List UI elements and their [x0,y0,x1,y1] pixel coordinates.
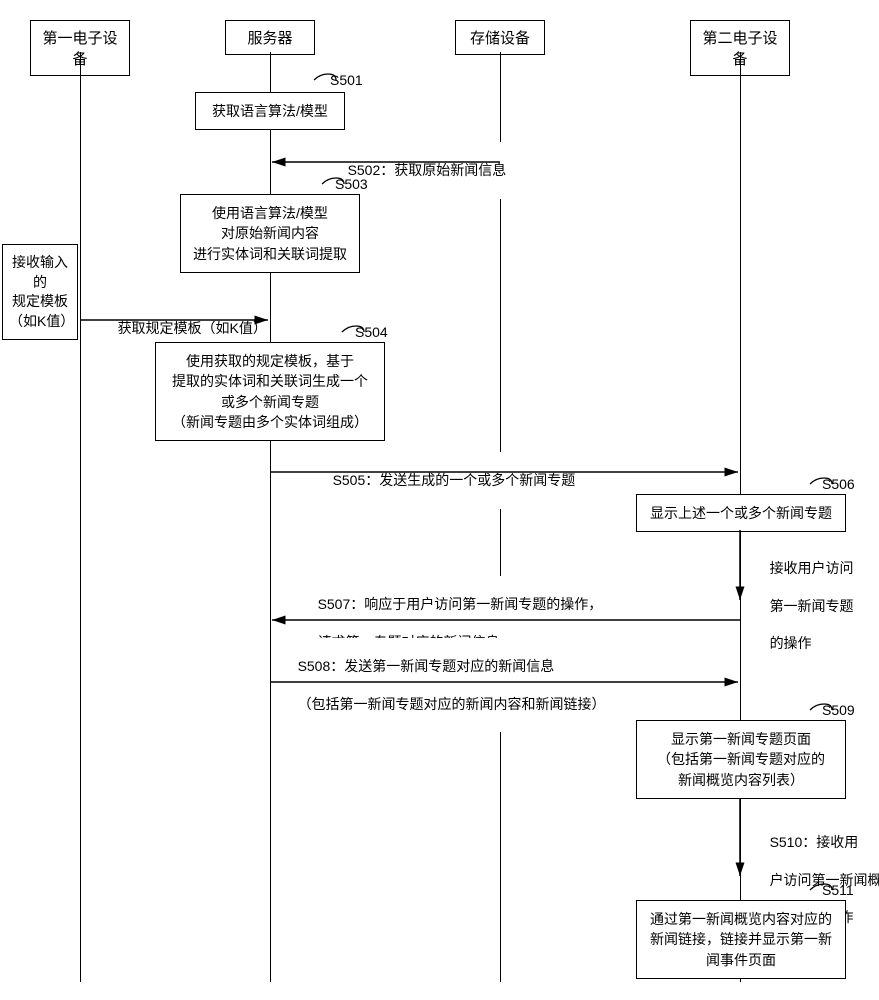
step-s509-tag: S509 [822,702,855,718]
step-s506-text: 显示上述一个或多个新闻专题 [650,505,832,521]
step-s503-line1: 使用语言算法/模型 [212,205,328,221]
lifeline-server [270,52,271,982]
step-s506-tag: S506 [822,476,855,492]
step-s511-line3: 闻事件页面 [706,952,776,968]
step-s509-line3: 新闻概览内容列表） [678,772,804,788]
actor-server-label: 服务器 [247,30,292,47]
step-s504-tag: S504 [355,324,388,340]
step-s505-label: S505：发送生成的一个或多个新闻专题 [315,452,577,509]
step-s501-box: 获取语言算法/模型 [195,92,345,130]
step-s503-tag: S503 [335,176,368,192]
sequence-diagram: 第一电子设备 服务器 存储设备 第二电子设备 获取语言算法/模型 S501 S5… [0,0,879,1000]
step-s503-box: 使用语言算法/模型 对原始新闻内容 进行实体词和关联词提取 [180,194,360,273]
side-input-box: 接收输入的 规定模板 （如K值） [2,244,78,340]
side-input-line2: 规定模板 [12,293,68,309]
step-s504-box: 使用获取的规定模板，基于 提取的实体词和关联词生成一个 或多个新闻专题 （新闻专… [155,342,385,441]
actor-storage: 存储设备 [455,20,545,55]
side-input-line1: 接收输入的 [12,254,68,290]
step-s509-box: 显示第一新闻专题页面 （包括第一新闻专题对应的 新闻概览内容列表） [636,720,846,799]
step-s504-line4: （新闻专题由多个实体词组成） [172,414,368,430]
actor-server: 服务器 [225,20,315,55]
step-s506a-label: 接收用户访问 第一新闻专题 的操作 [752,540,856,672]
side-input-line3: （如K值） [9,313,74,329]
step-s503-line3: 进行实体词和关联词提取 [193,246,347,262]
step-s508-label: S508：发送第一新闻专题对应的新闻信息 （包括第一新闻专题对应的新闻内容和新闻… [280,638,608,732]
step-s501-text: 获取语言算法/模型 [212,103,328,119]
step-s509-line1: 显示第一新闻专题页面 [671,731,811,747]
step-s511-tag: S511 [822,882,854,898]
step-s504-line1: 使用获取的规定模板，基于 [186,353,354,369]
step-s509-line2: （包括第一新闻专题对应的 [657,751,825,767]
step-s506-box: 显示上述一个或多个新闻专题 [636,494,846,532]
step-s504-line3: 或多个新闻专题 [221,394,319,410]
step-s511-line1: 通过第一新闻概览内容对应的 [650,911,832,927]
step-s501-tag: S501 [330,72,363,88]
step-s511-box: 通过第一新闻概览内容对应的 新闻链接，链接并显示第一新 闻事件页面 [636,900,846,979]
lifeline-device1 [80,52,81,982]
step-s504-line2: 提取的实体词和关联词生成一个 [172,373,368,389]
actor-storage-label: 存储设备 [470,30,530,47]
step-s511-line2: 新闻链接，链接并显示第一新 [650,931,832,947]
step-s503-line2: 对原始新闻内容 [221,225,319,241]
